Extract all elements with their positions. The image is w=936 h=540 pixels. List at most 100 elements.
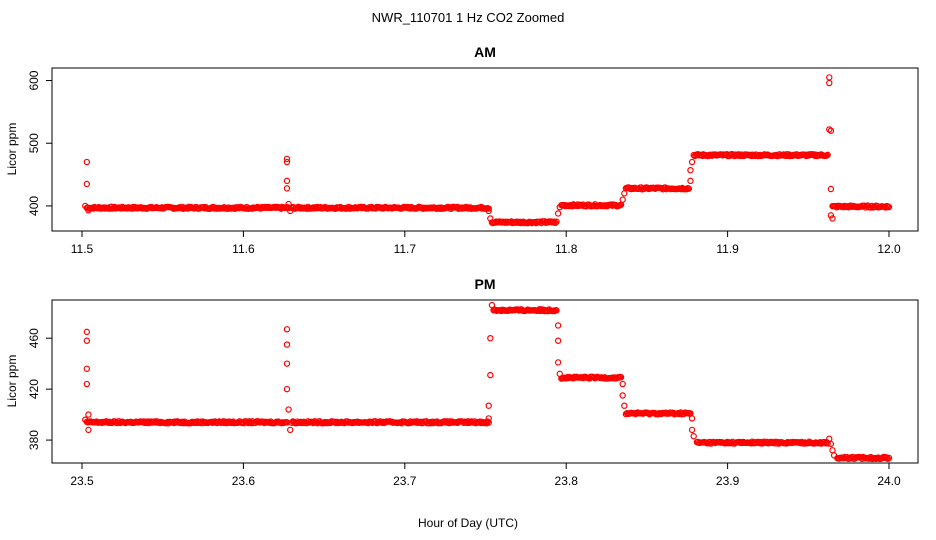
pm-segment-point bbox=[885, 454, 893, 462]
am-segment-point bbox=[824, 151, 831, 159]
am-xtick-label: 11.9 bbox=[716, 242, 739, 256]
am-spike-point bbox=[619, 196, 626, 203]
pm-spike-point bbox=[485, 402, 492, 409]
pm-spike-point bbox=[688, 426, 696, 434]
pm-spike-point bbox=[283, 326, 291, 333]
am-xtick-label: 12.0 bbox=[877, 242, 901, 256]
figure-xlabel: Hour of Day (UTC) bbox=[418, 516, 518, 530]
pm-spike-point bbox=[554, 337, 562, 344]
am-spike-point bbox=[283, 177, 291, 185]
pm-spike-point bbox=[488, 301, 496, 309]
am-xtick-label: 11.6 bbox=[232, 242, 255, 256]
am-xtick-label: 11.8 bbox=[555, 242, 578, 256]
pm-segment-point bbox=[617, 374, 625, 381]
am-segment-point bbox=[551, 218, 558, 225]
pm-spike-point bbox=[85, 426, 92, 434]
pm-spike-point bbox=[829, 447, 836, 454]
pm-spike-point bbox=[83, 328, 91, 336]
am-spike-point bbox=[285, 200, 292, 208]
pm-spike-point bbox=[690, 433, 697, 440]
pm-segment-point bbox=[481, 419, 488, 427]
pm-segment-point bbox=[484, 418, 491, 425]
pm-xtick-label: 24.0 bbox=[877, 474, 901, 488]
am-ytick-label: 500 bbox=[27, 133, 41, 153]
am-segment-point bbox=[685, 185, 693, 192]
pm-spike-point bbox=[487, 371, 494, 379]
am-spike-point bbox=[487, 215, 494, 222]
pm-ytick-label: 460 bbox=[27, 328, 41, 348]
pm-spike-point bbox=[85, 411, 92, 418]
pm-ytick-label: 420 bbox=[27, 379, 41, 399]
am-spike-point bbox=[827, 212, 835, 219]
panel-pm-ticks: 23.5 23.6 23.7 23.8 23.9 24.0 380 420 460 bbox=[27, 328, 901, 488]
am-spike-point bbox=[688, 158, 696, 166]
am-spike-point bbox=[826, 126, 833, 133]
pm-spike-point bbox=[283, 360, 291, 367]
pm-spike-point bbox=[283, 341, 291, 348]
pm-spike-point bbox=[485, 415, 492, 422]
panel-pm-title: PM bbox=[475, 276, 496, 292]
panel-pm-points bbox=[82, 301, 893, 463]
am-spike-point bbox=[829, 215, 836, 222]
am-spike-point bbox=[287, 207, 294, 215]
pm-segment-point bbox=[821, 438, 828, 446]
am-spike-point bbox=[826, 79, 833, 87]
pm-spike-point bbox=[287, 426, 294, 434]
panel-am-points bbox=[82, 74, 893, 227]
panel-am-title: AM bbox=[474, 44, 496, 60]
pm-spike-point bbox=[487, 335, 494, 342]
pm-segment-point bbox=[485, 419, 492, 426]
pm-spike-point bbox=[554, 359, 562, 366]
am-xtick-label: 11.5 bbox=[71, 242, 94, 256]
pm-xtick-label: 23.7 bbox=[393, 474, 417, 488]
am-spike-point bbox=[556, 203, 563, 211]
pm-spike-point bbox=[554, 322, 562, 329]
panel-pm-plot-frame bbox=[51, 299, 919, 464]
pm-spike-point bbox=[83, 365, 91, 372]
am-segment-point bbox=[608, 201, 615, 208]
am-spike-point bbox=[687, 177, 694, 185]
am-segment-point bbox=[552, 219, 559, 227]
am-spike-point bbox=[827, 127, 835, 134]
pm-ytick-label: 380 bbox=[27, 430, 41, 450]
am-spike-point bbox=[83, 158, 91, 166]
am-spike-point bbox=[82, 202, 89, 210]
panel-am: AM Licor ppm 11.5 11.6 11.7 11.8 11.9 12.0 400… bbox=[5, 44, 919, 256]
am-segment-point bbox=[485, 205, 492, 212]
am-segment-point bbox=[885, 203, 893, 211]
pm-xtick-label: 23.5 bbox=[70, 474, 94, 488]
pm-spike-point bbox=[82, 416, 89, 423]
pm-segment-point bbox=[884, 455, 892, 463]
am-segment-point bbox=[357, 203, 364, 211]
pm-spike-point bbox=[621, 402, 628, 409]
am-spike-point bbox=[554, 210, 562, 217]
pm-spike-point bbox=[83, 337, 91, 344]
am-spike-point bbox=[485, 207, 492, 215]
am-ytick-label: 400 bbox=[27, 196, 41, 216]
am-spike-point bbox=[283, 158, 291, 166]
panel-pm: PM Licor ppm 23.5 23.6 23.7 23.8 23.9 24.0 380… bbox=[5, 276, 919, 488]
pm-spike-point bbox=[619, 392, 626, 399]
panel-am-ticks: 11.5 11.6 11.7 11.8 11.9 12.0 400 500 600 bbox=[27, 70, 901, 256]
am-segment-point bbox=[553, 218, 560, 225]
pm-spike-point bbox=[283, 385, 291, 393]
panel-am-ylabel: Licor ppm bbox=[5, 123, 19, 176]
pm-spike-point bbox=[688, 415, 696, 422]
panel-pm-ylabel: Licor ppm bbox=[5, 355, 19, 408]
pm-spike-point bbox=[285, 406, 292, 413]
am-spike-point bbox=[827, 185, 835, 193]
am-spike-point bbox=[687, 166, 694, 174]
pm-spike-point bbox=[619, 380, 626, 388]
pm-segment-point bbox=[553, 307, 560, 314]
pm-spike-point bbox=[830, 452, 838, 459]
am-spike-point bbox=[621, 190, 628, 197]
am-spike-point bbox=[85, 207, 92, 214]
pm-xtick-label: 23.6 bbox=[232, 474, 256, 488]
figure-title: NWR_110701 1 Hz CO2 Zoomed bbox=[372, 10, 565, 25]
am-spike-point bbox=[283, 185, 291, 192]
pm-segment-point bbox=[323, 419, 330, 427]
pm-xtick-label: 23.8 bbox=[555, 474, 579, 488]
pm-xtick-label: 23.9 bbox=[716, 474, 740, 488]
pm-spike-point bbox=[556, 370, 563, 378]
